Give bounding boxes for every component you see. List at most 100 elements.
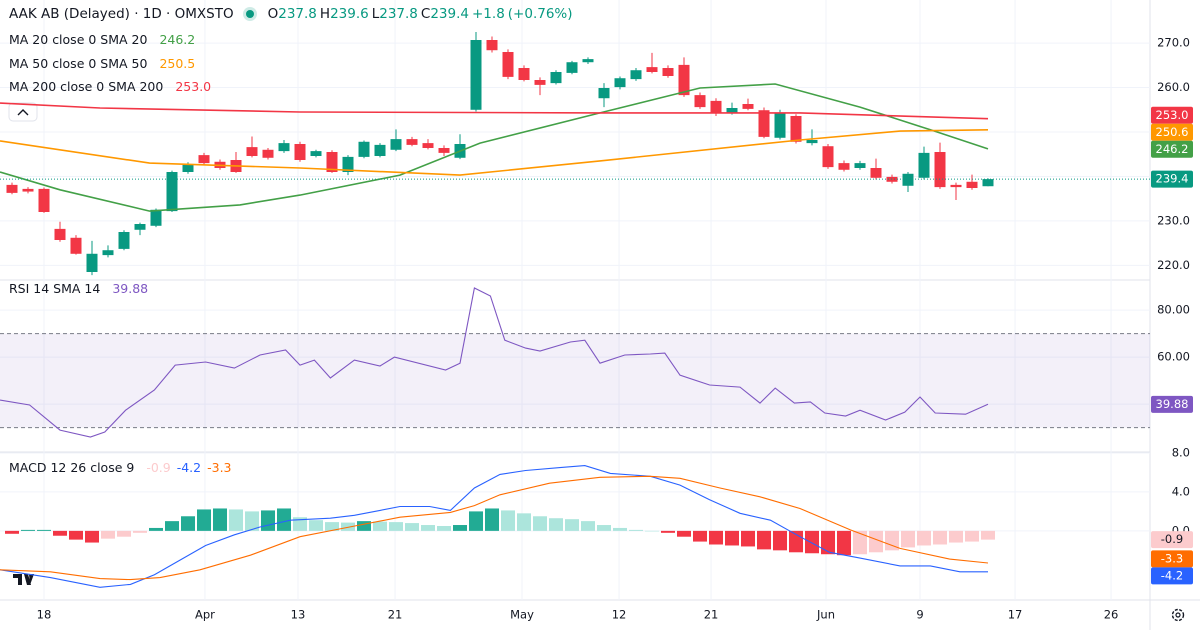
candle-body (406, 139, 418, 145)
macd-histogram-bar (485, 508, 499, 531)
candle-body (774, 112, 786, 138)
candle-body (950, 184, 962, 188)
x-tick-label: 17 (1008, 608, 1023, 622)
candle-body (822, 146, 834, 168)
x-tick-label: 26 (1104, 608, 1119, 622)
macd-histogram-bar (933, 530, 947, 545)
macd-histogram-bar (709, 530, 723, 545)
symbol-header: AAK AB (Delayed) · 1D · OMXSTO O 237.8 H 239… (9, 6, 573, 22)
macd-histogram-bar (677, 530, 691, 537)
macd-histogram-bar (277, 508, 291, 531)
macd-histogram-bar (293, 517, 307, 531)
y-tick-label: 80.00 (1157, 303, 1190, 317)
macd-histogram-bar (805, 530, 819, 554)
candle-body (182, 164, 194, 172)
x-tick-label: Apr (195, 608, 215, 622)
candle-body (422, 143, 434, 148)
macd-histogram-bar (389, 522, 403, 531)
indicator-legend: MA 200 close 0 SMA 200 253.0 (9, 79, 211, 94)
candle-body (118, 232, 130, 249)
macd-histogram-bar (725, 530, 739, 546)
symbol-title: AAK AB (Delayed) · 1D · OMXSTO (9, 6, 234, 22)
macd-histogram-bar (869, 530, 883, 553)
candle-body (966, 181, 978, 188)
change-percent: (+0.76%) (507, 6, 573, 22)
collapse-button[interactable] (8, 102, 38, 122)
moving-average-line (0, 102, 989, 120)
macd-histogram-bar (101, 530, 115, 539)
macd-histogram-bar (597, 525, 611, 531)
price-tag (1151, 140, 1193, 158)
macd-histogram-bar (837, 530, 851, 556)
macd-histogram-bar (133, 530, 147, 533)
candle-body (790, 116, 802, 142)
tv-logo[interactable] (9, 565, 39, 595)
macd-histogram-bar (53, 530, 67, 536)
moving-average-line (0, 83, 989, 212)
price-tags: 253.0 250.6 246.2 239.4 39.88 -0.9 -3.3 -4.2 (1151, 106, 1193, 585)
candle-body (598, 88, 610, 99)
macd-histogram-bar (245, 511, 259, 531)
candle-body (550, 72, 562, 84)
market-status-dot (245, 10, 254, 18)
candle-body (614, 78, 626, 88)
macd-histogram-bar (981, 530, 995, 540)
candle-body (838, 163, 850, 170)
macd-histogram-bar (741, 530, 755, 547)
indicator-legend: MA 20 close 0 SMA 20 246.2 (9, 32, 195, 47)
candle-body (486, 40, 498, 51)
candle-body (518, 68, 530, 80)
x-tick-label: 9 (916, 608, 923, 622)
candle-body (326, 152, 338, 172)
candle-body (22, 188, 34, 192)
candle-body (438, 148, 450, 153)
price-tag-label: -0.9 (1161, 532, 1183, 546)
candle-body (390, 139, 402, 150)
macd-histogram-bar (357, 521, 371, 531)
candle-body (678, 64, 690, 96)
macd-histogram-bar (501, 510, 515, 531)
candle-body (918, 152, 930, 178)
marks (0, 32, 1150, 588)
indicator-value: -0.9 (146, 460, 171, 475)
candle-body (502, 52, 514, 77)
candle-body (662, 68, 674, 76)
macd-histogram-bar (661, 530, 675, 533)
macd-histogram-bar (453, 525, 467, 531)
indicator-name: MACD 12 26 close 9 (9, 460, 135, 475)
macd-histogram-bar (581, 521, 595, 531)
macd-histogram-bar (757, 530, 771, 550)
candle-body (742, 104, 754, 109)
macd-histogram-bar (5, 530, 19, 534)
candle-body (870, 168, 882, 178)
macd-histogram-bar (325, 522, 339, 531)
ohlc-key: O (267, 6, 279, 22)
candle-body (198, 155, 210, 164)
macd-histogram-bar (613, 527, 627, 531)
price-tag-label: -4.2 (1161, 568, 1183, 582)
indicator-name: MA 50 close 0 SMA 50 (9, 55, 148, 71)
macd-histogram-bar (565, 519, 579, 531)
macd-histogram-bar (437, 526, 451, 531)
macd-histogram-bar (773, 530, 787, 551)
candle-body (902, 173, 914, 186)
candle-body (630, 70, 642, 80)
macd-histogram-bar (261, 510, 275, 531)
candle-body (534, 80, 546, 85)
settings-gear[interactable] (1171, 608, 1185, 622)
x-tick-label: 12 (612, 608, 627, 622)
y-tick-label: 230.0 (1157, 213, 1190, 227)
candle-body (310, 151, 322, 156)
candle-body (262, 149, 274, 158)
candle-body (134, 224, 146, 230)
macd-histogram-bar (405, 523, 419, 531)
x-tick-label: 13 (291, 608, 306, 622)
macd-histogram-bar (117, 530, 131, 537)
macd-histogram-bar (853, 530, 867, 555)
price-tag (1151, 567, 1193, 585)
candle-body (278, 143, 290, 152)
price-tag (1151, 123, 1193, 141)
price-tag-label: 39.88 (1156, 397, 1189, 411)
macd-histogram-bar (917, 530, 931, 546)
